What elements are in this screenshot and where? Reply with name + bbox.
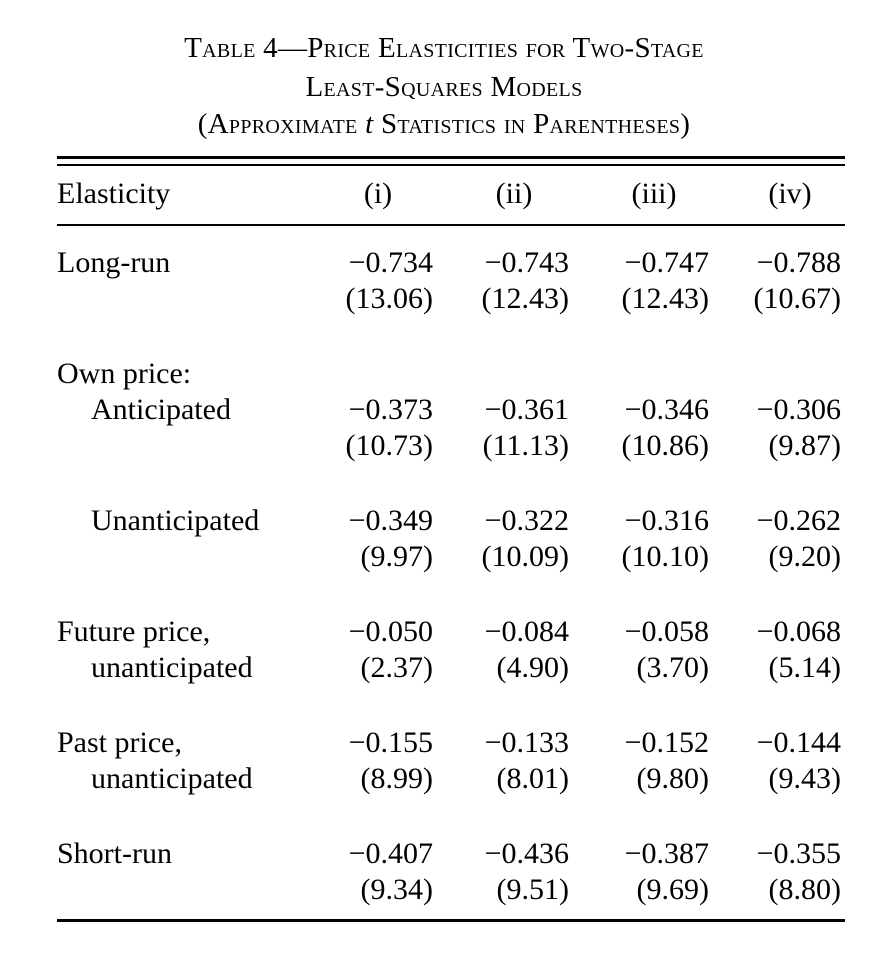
- top-rule-thick: [57, 156, 845, 159]
- cell-value: −0.373: [348, 393, 433, 426]
- cell-tstat: (8.80): [768, 873, 841, 906]
- cell-tstat: (11.13): [482, 429, 569, 462]
- cell-tstat: (9.51): [496, 873, 569, 906]
- cell-value: −0.133: [484, 726, 569, 759]
- caption-line-2: Least-Squares Models: [305, 71, 583, 103]
- row-label-anticipated: Anticipated: [91, 393, 231, 426]
- header-col-i: (i): [363, 177, 393, 210]
- bottom-rule: [57, 919, 845, 922]
- caption-t-symbol: t: [365, 108, 374, 140]
- cell-value: −0.068: [756, 615, 841, 648]
- row-label-long-run: Long-run: [57, 246, 171, 279]
- cell-value: −0.361: [484, 393, 569, 426]
- cell-value: −0.322: [484, 504, 569, 537]
- row-label-unanticipated: Unanticipated: [91, 504, 260, 537]
- cell-tstat: (9.43): [768, 762, 841, 795]
- cell-tstat: (8.01): [496, 762, 569, 795]
- cell-value: −0.346: [624, 393, 709, 426]
- cell-tstat: (9.20): [768, 540, 841, 573]
- cell-value: −0.355: [756, 837, 841, 870]
- cell-value: −0.387: [624, 837, 709, 870]
- row-label-future-price: Future price,: [57, 615, 211, 648]
- caption-line-1: Table 4—Price Elasticities for Two-Stage: [184, 32, 704, 64]
- cell-value: −0.155: [348, 726, 433, 759]
- cell-tstat: (10.09): [481, 540, 569, 573]
- cell-value: −0.743: [484, 246, 569, 279]
- cell-tstat: (12.43): [621, 282, 709, 315]
- cell-tstat: (12.43): [481, 282, 569, 315]
- cell-tstat: (9.69): [636, 873, 709, 906]
- cell-tstat: (2.37): [360, 651, 433, 684]
- cell-value: −0.436: [484, 837, 569, 870]
- cell-value: −0.747: [624, 246, 709, 279]
- cell-tstat: (5.14): [768, 651, 841, 684]
- cell-tstat: (9.34): [360, 873, 433, 906]
- cell-tstat: (13.06): [345, 282, 433, 315]
- caption-line-3-suffix: Statistics in Parentheses): [373, 108, 691, 140]
- cell-value: −0.144: [756, 726, 841, 759]
- row-label-short-run: Short-run: [57, 837, 172, 870]
- cell-value: −0.316: [624, 504, 709, 537]
- cell-value: −0.349: [348, 504, 433, 537]
- top-rule-thin: [57, 164, 845, 166]
- cell-tstat: (3.70): [636, 651, 709, 684]
- cell-value: −0.084: [484, 615, 569, 648]
- cell-value: −0.306: [756, 393, 841, 426]
- caption-line-3: (Approximate t Statistics in Parentheses…: [0, 106, 888, 142]
- cell-value: −0.407: [348, 837, 433, 870]
- cell-tstat: (10.86): [621, 429, 709, 462]
- cell-tstat: (9.80): [636, 762, 709, 795]
- cell-value: −0.152: [624, 726, 709, 759]
- header-elasticity: Elasticity: [57, 177, 171, 210]
- caption-line-3-prefix: (Approximate: [197, 108, 366, 140]
- header-rule: [57, 224, 845, 226]
- cell-value: −0.262: [756, 504, 841, 537]
- cell-tstat: (10.73): [345, 429, 433, 462]
- cell-value: −0.058: [624, 615, 709, 648]
- cell-tstat: (4.90): [496, 651, 569, 684]
- cell-value: −0.734: [348, 246, 433, 279]
- header-col-ii: (ii): [495, 177, 533, 210]
- row-label-past-price-unanticipated: unanticipated: [91, 762, 253, 795]
- cell-tstat: (9.97): [360, 540, 433, 573]
- cell-value: −0.050: [348, 615, 433, 648]
- cell-tstat: (8.99): [360, 762, 433, 795]
- cell-tstat: (10.67): [753, 282, 841, 315]
- cell-tstat: (10.10): [621, 540, 709, 573]
- header-col-iv: (iv): [768, 177, 812, 210]
- row-group-own-price: Own price:: [57, 357, 192, 390]
- cell-tstat: (9.87): [768, 429, 841, 462]
- cell-value: −0.788: [756, 246, 841, 279]
- row-label-future-price-unanticipated: unanticipated: [91, 651, 253, 684]
- row-label-past-price: Past price,: [57, 726, 182, 759]
- header-col-iii: (iii): [631, 177, 677, 210]
